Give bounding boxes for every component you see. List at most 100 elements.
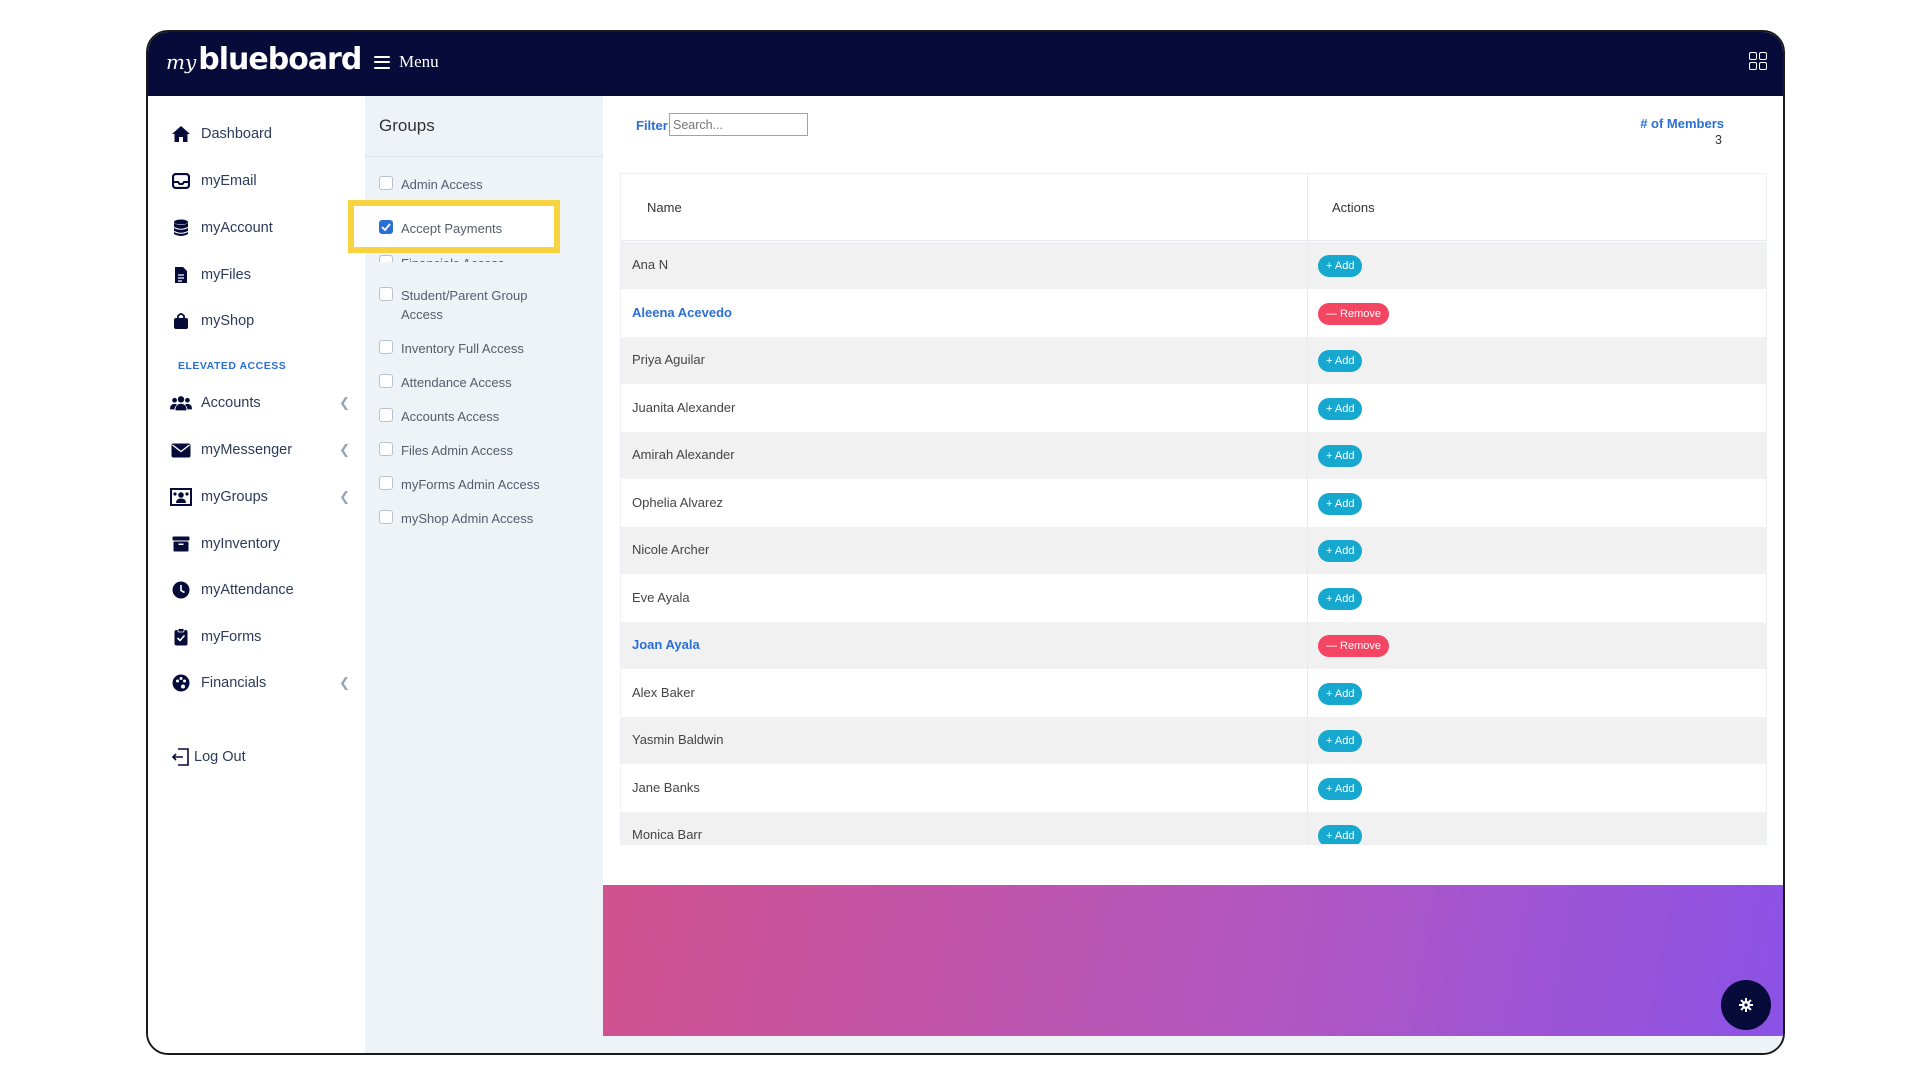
group-item-accept-payments[interactable]: Accept Payments xyxy=(379,219,594,238)
cell-name: Eve Ayala xyxy=(632,589,690,605)
group-item-myshop-admin-access[interactable]: myShop Admin Access xyxy=(379,509,594,528)
main-content: Filter # of Members 3 Name Actions Ana N… xyxy=(603,96,1783,1053)
groups-title: Groups xyxy=(379,116,435,135)
group-item-files-admin-access[interactable]: Files Admin Access xyxy=(379,441,594,460)
checkbox[interactable] xyxy=(379,510,393,524)
chevron-left-icon[interactable]: ❮ xyxy=(339,489,350,504)
table-row: Monica Barr + Add xyxy=(621,812,1766,844)
chevron-left-icon[interactable]: ❮ xyxy=(339,395,350,410)
database-icon xyxy=(170,217,192,239)
checkbox[interactable] xyxy=(379,287,393,301)
remove-button[interactable]: — Remove xyxy=(1318,302,1390,325)
sidebar-item-myemail[interactable]: myEmail xyxy=(170,166,350,196)
envelope-icon xyxy=(170,439,192,461)
group-item-student-parent-access[interactable]: Student/Parent Group Access xyxy=(379,286,594,324)
add-button[interactable]: + Add xyxy=(1318,730,1363,752)
sidebar-item-label: myGroups xyxy=(201,489,268,505)
add-button[interactable]: + Add xyxy=(1318,540,1363,562)
sidebar-item-label: Dashboard xyxy=(201,126,272,142)
table-row: Eve Ayala + Add xyxy=(621,574,1766,622)
checkbox[interactable] xyxy=(379,176,393,190)
table-row: Joan Ayala — Remove xyxy=(621,622,1766,669)
add-button[interactable]: + Add xyxy=(1318,777,1363,800)
sidebar-item-accounts[interactable]: Accounts ❮ xyxy=(170,388,350,418)
checkbox[interactable] xyxy=(379,476,393,490)
cell-name: Yasmin Baldwin xyxy=(632,732,724,747)
apps-grid-icon[interactable] xyxy=(1749,52,1767,70)
table-row: Yasmin Baldwin + Add xyxy=(621,717,1766,764)
group-icon xyxy=(170,486,192,508)
sidebar-item-myattendance[interactable]: myAttendance xyxy=(170,575,350,605)
gear-icon xyxy=(1739,998,1753,1012)
sidebar-item-label: myAttendance xyxy=(201,582,294,598)
table-row: Amirah Alexander + Add xyxy=(621,432,1766,479)
search-input[interactable] xyxy=(669,113,808,136)
add-button[interactable]: + Add xyxy=(1318,255,1363,277)
sidebar: Dashboard myEmail myAccount myFiles mySh… xyxy=(148,96,365,1053)
logo[interactable]: my blueboard xyxy=(166,42,362,86)
top-bar: my blueboard Menu xyxy=(148,32,1783,96)
sidebar-item-mygroups[interactable]: myGroups ❮ xyxy=(170,482,350,512)
group-item-attendance-access[interactable]: Attendance Access xyxy=(379,373,594,392)
add-button[interactable]: + Add xyxy=(1318,587,1363,610)
add-button[interactable]: + Add xyxy=(1318,492,1363,515)
sidebar-item-myaccount[interactable]: myAccount xyxy=(170,213,350,243)
table-row: Jane Banks + Add xyxy=(621,764,1766,812)
checkbox[interactable] xyxy=(379,340,393,354)
add-button[interactable]: + Add xyxy=(1318,397,1363,420)
chevron-left-icon[interactable]: ❮ xyxy=(339,675,350,690)
sidebar-item-label: myMessenger xyxy=(201,442,293,458)
sidebar-item-myforms[interactable]: myForms xyxy=(170,622,350,652)
logout-button[interactable]: Log Out xyxy=(170,742,350,772)
settings-button[interactable] xyxy=(1721,980,1771,1030)
checkbox[interactable] xyxy=(379,442,393,456)
sidebar-item-myshop[interactable]: myShop xyxy=(170,306,350,336)
add-button[interactable]: + Add xyxy=(1318,682,1363,705)
checkbox[interactable] xyxy=(379,374,393,388)
users-icon xyxy=(170,392,192,414)
table-row: Priya Aguilar + Add xyxy=(621,337,1766,384)
inbox-icon xyxy=(170,170,192,192)
cell-name[interactable]: Joan Ayala xyxy=(632,637,700,652)
clock-icon xyxy=(170,579,192,601)
cell-name: Jane Banks xyxy=(632,779,700,795)
group-item-label: Admin Access xyxy=(401,177,483,192)
menu-button[interactable]: Menu xyxy=(374,52,439,72)
logout-label: Log Out xyxy=(194,749,246,765)
sidebar-item-myfiles[interactable]: myFiles xyxy=(170,260,350,290)
checkbox-checked[interactable] xyxy=(379,220,393,234)
remove-button[interactable]: — Remove xyxy=(1318,635,1390,657)
add-button[interactable]: + Add xyxy=(1318,825,1363,844)
file-icon xyxy=(170,264,192,286)
sidebar-item-label: myShop xyxy=(201,313,255,329)
sidebar-item-myinventory[interactable]: myInventory xyxy=(170,529,350,559)
cell-name[interactable]: Aleena Acevedo xyxy=(632,304,732,320)
group-item-myforms-admin-access[interactable]: myForms Admin Access xyxy=(379,475,594,494)
group-item-inventory-full-access[interactable]: Inventory Full Access xyxy=(379,339,594,358)
group-item-accounts-access[interactable]: Accounts Access xyxy=(379,407,594,426)
sidebar-item-dashboard[interactable]: Dashboard xyxy=(170,119,350,149)
checkbox[interactable] xyxy=(379,408,393,422)
group-item-label: Accounts Access xyxy=(401,409,500,424)
members-label: # of Members xyxy=(1640,116,1724,131)
groups-header: Groups xyxy=(365,96,603,157)
members-table: Name Actions Ana N + Add Aleena Acevedo — R… xyxy=(620,173,1767,845)
sidebar-item-label: myForms xyxy=(201,629,262,645)
group-item-label: Accept Payments xyxy=(401,221,503,236)
group-item-admin-access[interactable]: Admin Access xyxy=(379,175,594,194)
sidebar-item-financials[interactable]: Financials ❮ xyxy=(170,668,350,698)
group-item-label: myShop Admin Access xyxy=(401,511,534,526)
add-button[interactable]: + Add xyxy=(1318,445,1363,467)
sidebar-item-label: myEmail xyxy=(201,173,257,189)
hamburger-icon xyxy=(374,55,390,69)
cell-name: Amirah Alexander xyxy=(632,447,735,462)
palette-icon xyxy=(170,672,192,694)
checkbox[interactable] xyxy=(379,255,393,262)
sidebar-item-mymessenger[interactable]: myMessenger ❮ xyxy=(170,435,350,465)
sidebar-item-label: myInventory xyxy=(201,536,280,552)
chevron-left-icon[interactable]: ❮ xyxy=(339,442,350,457)
column-header-name[interactable]: Name xyxy=(647,200,682,215)
group-item-financials-access[interactable]: Financials Access xyxy=(379,254,594,262)
cell-name: Ana N xyxy=(632,257,669,272)
add-button[interactable]: + Add xyxy=(1318,350,1363,372)
